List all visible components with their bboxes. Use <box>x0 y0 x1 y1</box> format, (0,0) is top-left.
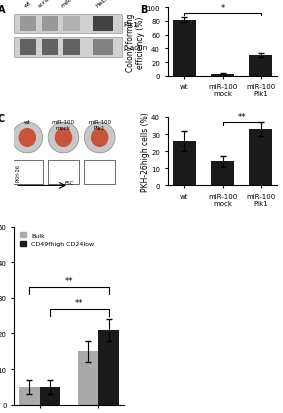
Text: Plk1: Plk1 <box>124 21 139 28</box>
FancyBboxPatch shape <box>12 161 43 185</box>
Ellipse shape <box>84 123 115 154</box>
Legend: Bulk, CD49fhigh CD24low: Bulk, CD49fhigh CD24low <box>17 230 97 249</box>
FancyBboxPatch shape <box>93 40 113 55</box>
Bar <box>40 387 60 405</box>
Ellipse shape <box>19 128 36 148</box>
FancyBboxPatch shape <box>20 40 36 55</box>
Text: wt: wt <box>23 0 32 8</box>
Bar <box>19 387 40 405</box>
Bar <box>249 130 272 186</box>
Text: wt: wt <box>24 120 31 125</box>
Text: miR-100
mock: miR-100 mock <box>52 120 75 131</box>
Ellipse shape <box>91 128 108 148</box>
Text: A: A <box>0 5 5 15</box>
Text: *: * <box>220 4 225 13</box>
Bar <box>173 21 196 77</box>
FancyBboxPatch shape <box>42 40 58 55</box>
Ellipse shape <box>12 123 43 154</box>
Bar <box>211 75 234 77</box>
Ellipse shape <box>48 123 79 154</box>
Text: miR-100
Plk1: miR-100 Plk1 <box>88 120 111 131</box>
FancyBboxPatch shape <box>63 40 80 55</box>
Text: C: C <box>0 114 5 124</box>
Y-axis label: PKH-26high cells (%): PKH-26high cells (%) <box>141 112 150 192</box>
FancyBboxPatch shape <box>42 17 58 32</box>
Text: miR-100: miR-100 <box>60 0 83 8</box>
Y-axis label: Colony forming
efficiency (%): Colony forming efficiency (%) <box>126 13 145 71</box>
Ellipse shape <box>55 128 72 148</box>
Bar <box>173 142 196 186</box>
FancyBboxPatch shape <box>93 17 113 32</box>
Bar <box>211 162 234 186</box>
Text: **: ** <box>237 113 246 122</box>
Bar <box>78 351 98 405</box>
Bar <box>98 330 119 405</box>
Text: PKH-26: PKH-26 <box>15 164 20 182</box>
FancyBboxPatch shape <box>84 161 115 185</box>
FancyBboxPatch shape <box>48 161 79 185</box>
FancyBboxPatch shape <box>14 38 122 57</box>
Text: **: ** <box>75 298 83 307</box>
Text: scramble: scramble <box>37 0 63 8</box>
FancyBboxPatch shape <box>14 15 122 34</box>
Text: B: B <box>140 5 148 15</box>
Text: HeLa: HeLa <box>95 0 111 8</box>
Text: β-actin: β-actin <box>124 45 148 51</box>
FancyBboxPatch shape <box>20 17 36 32</box>
Text: FSC: FSC <box>65 181 74 186</box>
Text: **: ** <box>65 277 73 286</box>
Bar <box>249 56 272 77</box>
FancyBboxPatch shape <box>63 17 80 32</box>
